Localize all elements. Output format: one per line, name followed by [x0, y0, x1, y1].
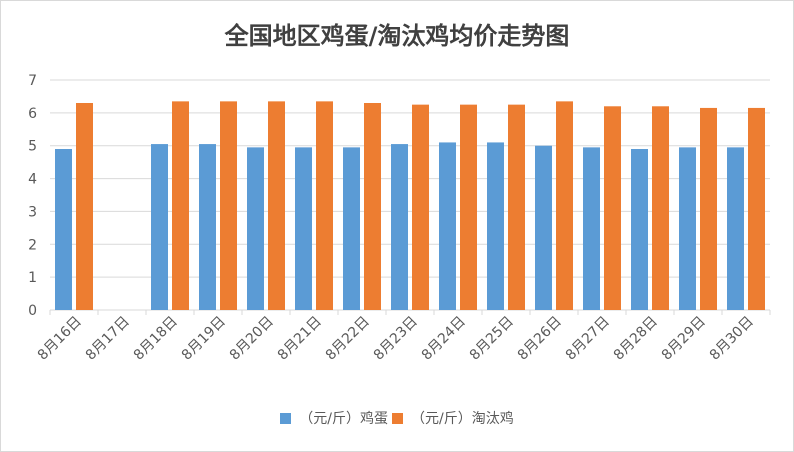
legend-item-eggs: （元/斤）鸡蛋 — [280, 408, 388, 428]
legend-label-culled-hens: （元/斤）淘汰鸡 — [411, 411, 514, 427]
bar-culled-hens — [604, 106, 621, 311]
legend-swatch-eggs — [280, 412, 292, 424]
y-tick-label: 0 — [28, 303, 37, 319]
bar-eggs — [151, 144, 168, 310]
bar-eggs — [55, 149, 72, 310]
x-tick-label: 8月29日 — [659, 314, 709, 364]
bar-culled-hens — [508, 104, 525, 311]
bar-eggs — [391, 144, 408, 310]
x-tick-label: 8月19日 — [179, 314, 229, 364]
x-tick-label: 8月30日 — [707, 314, 757, 364]
bar-culled-hens — [748, 107, 765, 310]
x-tick-label: 8月27日 — [563, 314, 613, 364]
bar-culled-hens — [316, 101, 333, 310]
bar-eggs — [583, 147, 600, 310]
bar-eggs — [487, 142, 504, 310]
y-tick-label: 1 — [28, 270, 37, 286]
x-tick-label: 8月21日 — [275, 314, 325, 364]
bar-culled-hens — [652, 106, 669, 311]
y-tick-label: 4 — [28, 172, 37, 188]
x-tick-label: 8月18日 — [131, 314, 181, 364]
x-tick-label: 8月26日 — [515, 314, 565, 364]
x-tick-label: 8月24日 — [419, 314, 469, 364]
bar-culled-hens — [76, 103, 93, 310]
bar-eggs — [295, 147, 312, 310]
bar-eggs — [727, 147, 744, 310]
y-tick-label: 6 — [28, 106, 37, 122]
bar-culled-hens — [172, 101, 189, 310]
bar-culled-hens — [460, 104, 477, 311]
bar-culled-hens — [364, 103, 381, 310]
bar-eggs — [199, 144, 216, 310]
bar-eggs — [679, 147, 696, 310]
x-tick-label: 8月20日 — [227, 314, 277, 364]
x-tick-label: 8月17日 — [83, 314, 133, 364]
y-tick-label: 7 — [28, 73, 37, 89]
x-tick-label: 8月16日 — [35, 314, 85, 364]
chart-title: 全国地区鸡蛋/淘汰鸡均价走势图 — [224, 22, 570, 50]
bar-culled-hens — [700, 107, 717, 310]
x-tick-label: 8月28日 — [611, 314, 661, 364]
bar-eggs — [631, 149, 648, 310]
bar-eggs — [247, 147, 264, 310]
legend-label-eggs: （元/斤）鸡蛋 — [299, 411, 388, 427]
x-tick-label: 8月23日 — [371, 314, 421, 364]
bar-eggs — [535, 145, 552, 310]
x-tick-label: 8月25日 — [467, 314, 517, 364]
y-tick-label: 3 — [28, 204, 37, 220]
x-tick-label: 8月22日 — [323, 314, 373, 364]
bar-culled-hens — [220, 101, 237, 310]
legend: （元/斤）鸡蛋 （元/斤）淘汰鸡 — [0, 408, 794, 428]
bar-eggs — [439, 142, 456, 310]
y-tick-label: 5 — [28, 139, 37, 155]
legend-swatch-culled-hens — [392, 412, 403, 424]
bar-culled-hens — [412, 104, 429, 311]
bar-eggs — [343, 147, 360, 310]
legend-item-culled-hens: （元/斤）淘汰鸡 — [392, 408, 514, 428]
bar-culled-hens — [268, 101, 285, 310]
y-tick-label: 2 — [28, 237, 37, 253]
bar-culled-hens — [556, 101, 573, 310]
